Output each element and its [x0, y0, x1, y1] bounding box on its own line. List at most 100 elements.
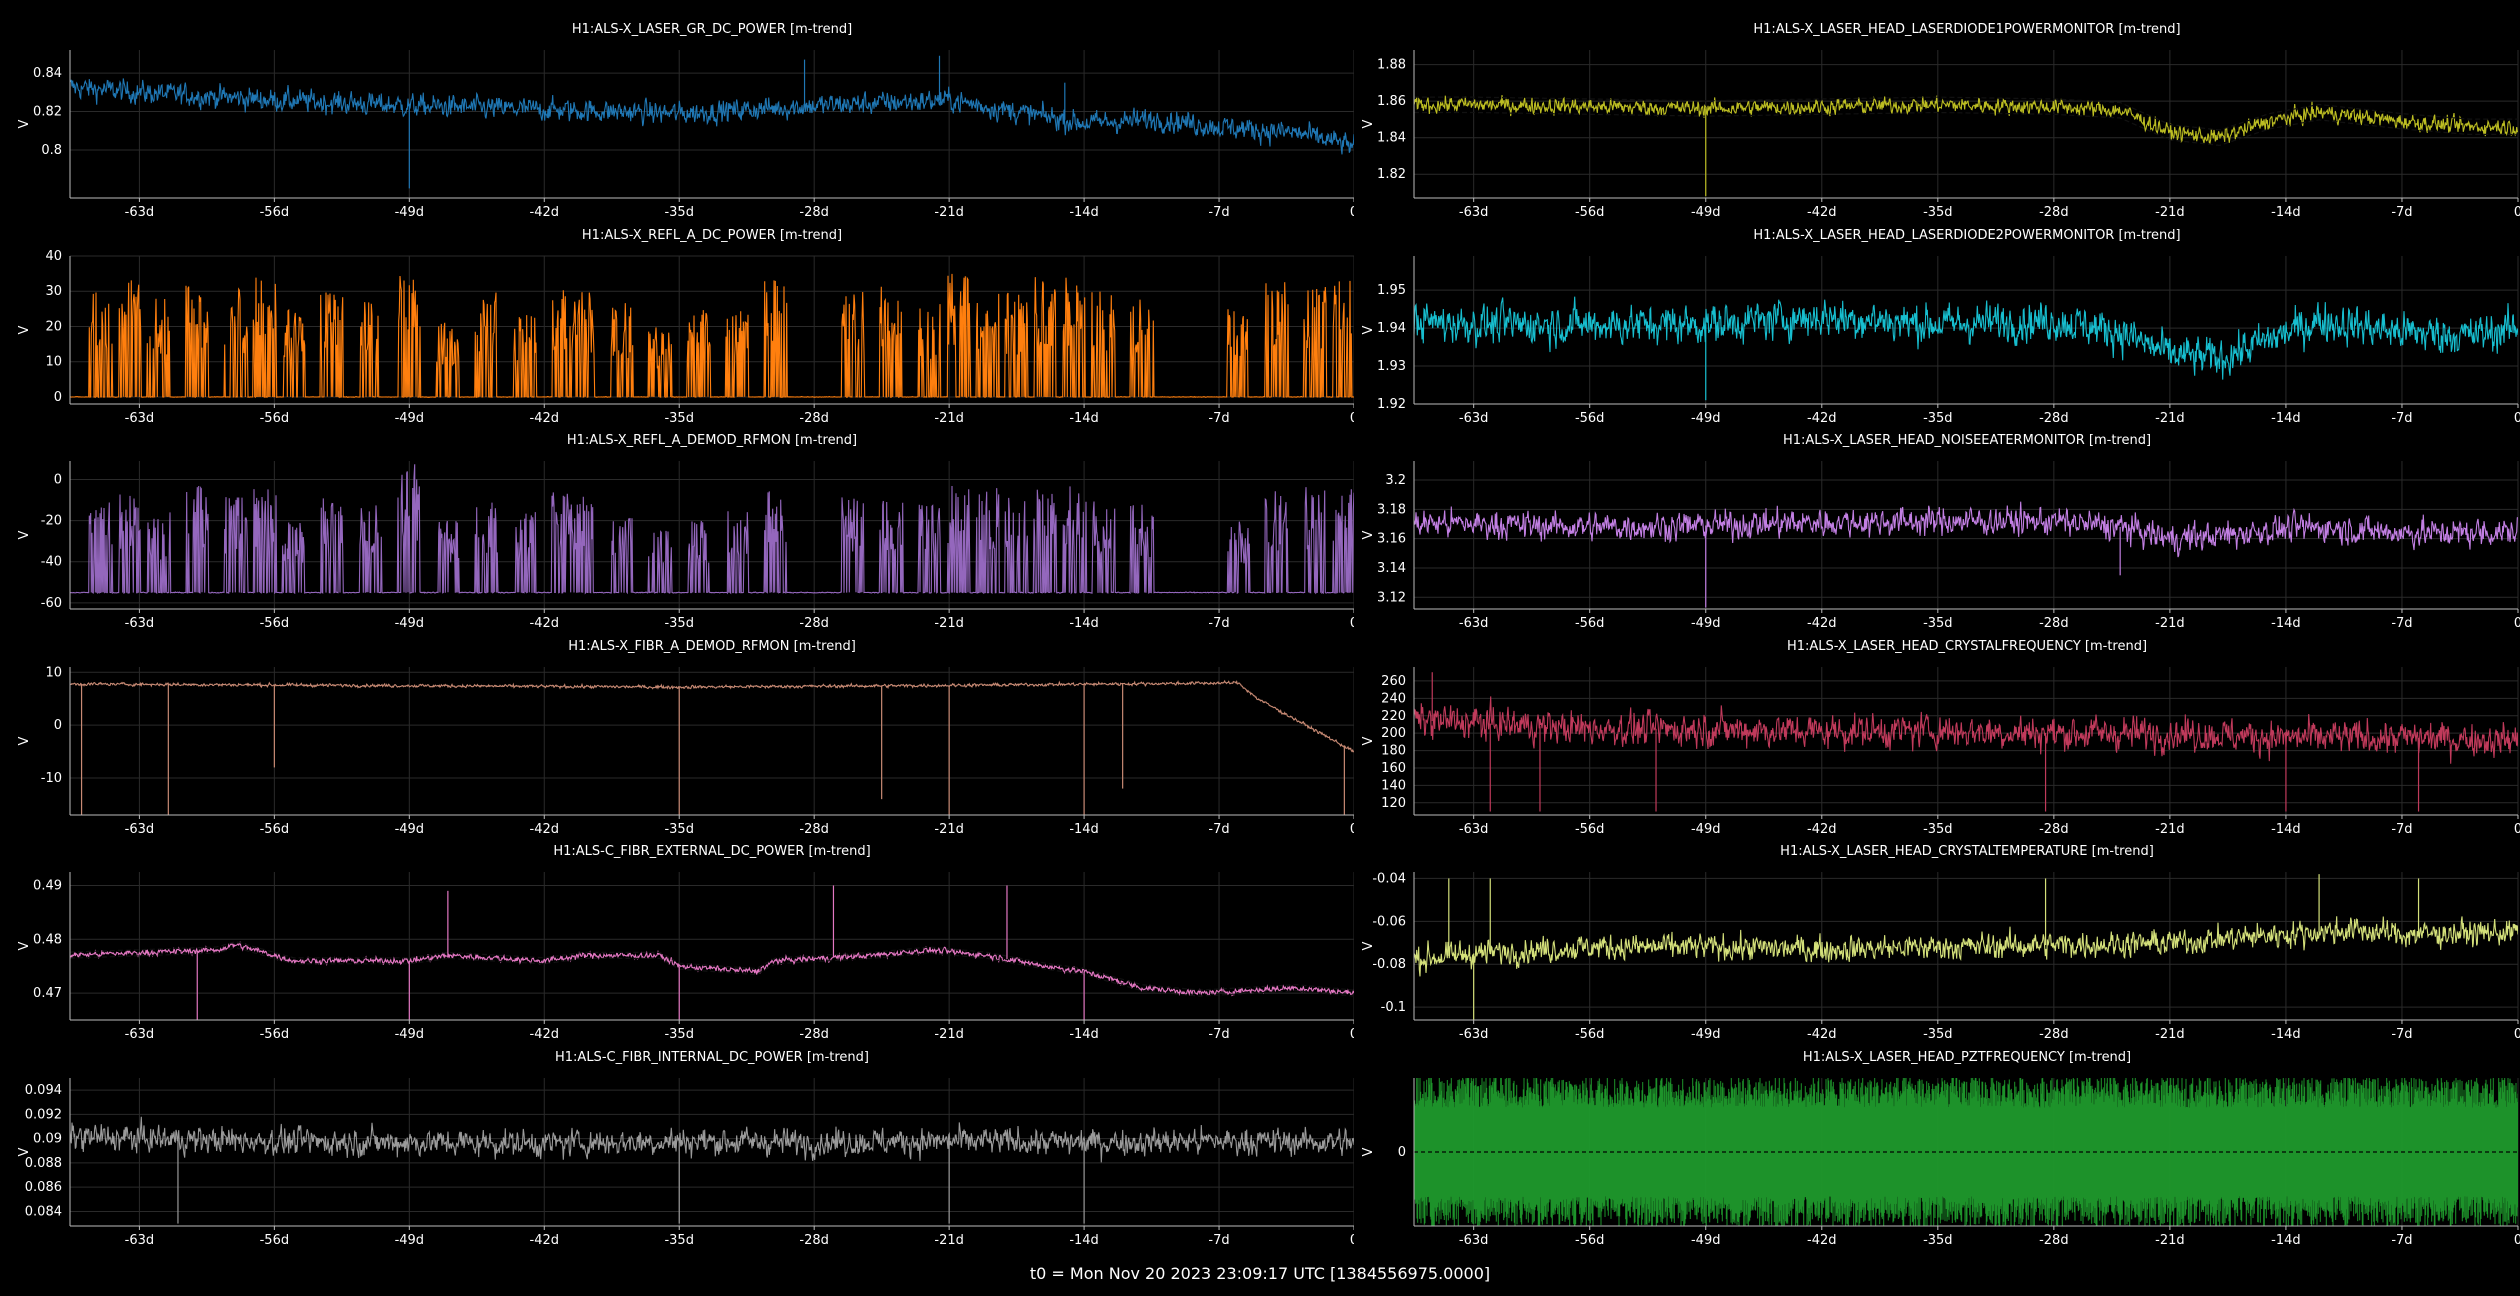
x-tick-label: -56d [260, 822, 290, 837]
trend-plot[interactable]: -63d -56d -49d -42d -35d -28d -21d -14d -7d 0 0 V [1354, 1050, 2520, 1250]
series-min-line [70, 947, 1354, 997]
series-line [1414, 1077, 2518, 1226]
x-tick-label: -7d [1208, 1027, 1229, 1042]
y-tick-label: 1.84 [1377, 131, 1406, 146]
x-tick-label: -63d [125, 411, 155, 426]
y-tick-label: 0.09 [33, 1131, 62, 1146]
x-tick-label: -63d [1459, 822, 1489, 837]
y-tick-label: 0 [54, 718, 62, 733]
x-tick-label: -56d [260, 1233, 290, 1248]
x-tick-label: -42d [530, 411, 560, 426]
y-tick-label: 160 [1381, 760, 1406, 775]
x-tick-label: -21d [2155, 411, 2185, 426]
trend-plot[interactable]: -63d -56d -49d -42d -35d -28d -21d -14d -7d 0 120 1… [1354, 639, 2520, 839]
x-tick-label: -56d [1575, 616, 1605, 631]
y-tick-label: 0.092 [25, 1107, 62, 1122]
series-group [70, 273, 1354, 398]
series-line [70, 1116, 1354, 1162]
trend-plot[interactable]: -63d -56d -49d -42d -35d -28d -21d -14d -7d 0 3.12… [1354, 433, 2520, 633]
y-tick-label: 120 [1381, 795, 1406, 810]
trend-plot[interactable]: -63d -56d -49d -42d -35d -28d -21d -14d -7d 0 0.08… [0, 1050, 1354, 1250]
x-tick-label: -21d [2155, 1027, 2185, 1042]
x-tick-label: -63d [125, 1233, 155, 1248]
trend-plot[interactable]: -63d -56d -49d -42d -35d -28d -21d -14d -7d 0 0 10 2… [0, 228, 1354, 428]
x-tick-label: -42d [1807, 822, 1837, 837]
trend-plot[interactable]: -63d -56d -49d -42d -35d -28d -21d -14d -7d 0 0.8 0… [0, 22, 1354, 222]
x-tick-label: -56d [1575, 1027, 1605, 1042]
series-group [70, 679, 1354, 815]
x-tick-label: -42d [1807, 411, 1837, 426]
x-tick-label: -63d [1459, 616, 1489, 631]
x-tick-label: -49d [395, 1233, 425, 1248]
y-tick-label: 1.82 [1377, 167, 1406, 182]
x-tick-label: -14d [1069, 1027, 1099, 1042]
x-tick-label: -28d [799, 1027, 829, 1042]
x-tick-label: -28d [799, 411, 829, 426]
x-tick-label: -7d [2391, 822, 2412, 837]
x-tick-label: -63d [125, 205, 155, 220]
x-tick-label: -14d [1069, 822, 1099, 837]
x-tick-label: 0 [2514, 1027, 2520, 1042]
trend-plot[interactable]: -63d -56d -49d -42d -35d -28d -21d -14d -7d 0 -10 0… [0, 639, 1354, 839]
x-tick-label: -7d [1208, 411, 1229, 426]
y-axis-title: V [1361, 325, 1376, 334]
y-tick-label: 200 [1381, 726, 1406, 741]
x-tick-label: 0 [1350, 205, 1354, 220]
x-tick-label: -7d [1208, 616, 1229, 631]
x-tick-label: -14d [2271, 411, 2301, 426]
x-tick-label: -21d [934, 411, 964, 426]
x-tick-label: -28d [2039, 411, 2069, 426]
series-group [70, 885, 1354, 1020]
y-tick-label: 140 [1381, 778, 1406, 793]
x-tick-label: -28d [799, 616, 829, 631]
y-tick-label: -0.1 [1381, 1000, 1406, 1015]
series-group [70, 464, 1354, 595]
panel-title: H1:ALS-X_LASER_GR_DC_POWER [m-trend] [571, 22, 853, 37]
x-tick-label: 0 [2514, 205, 2520, 220]
series-line [70, 464, 1354, 595]
x-tick-label: -14d [2271, 205, 2301, 220]
x-tick-label: -42d [530, 822, 560, 837]
x-tick-label: -42d [530, 1027, 560, 1042]
trend-plot[interactable]: -63d -56d -49d -42d -35d -28d -21d -14d -7d 0 0.47… [0, 844, 1354, 1044]
y-tick-label: 3.2 [1385, 473, 1406, 488]
x-tick-label: -28d [2039, 205, 2069, 220]
x-tick-label: -56d [1575, 822, 1605, 837]
x-tick-label: -35d [1923, 205, 1953, 220]
x-tick-label: -21d [934, 822, 964, 837]
trend-panel: H1:ALS-X_REFL_A_DC_POWER [m-trend] -63d -5… [0, 228, 1354, 428]
trend-plot[interactable]: -63d -56d -49d -42d -35d -28d -21d -14d -7d 0 -60 -… [0, 433, 1354, 633]
panel-title: H1:ALS-X_LASER_HEAD_PZTFREQUENCY [m-tren… [1802, 1049, 2132, 1065]
x-tick-label: -49d [1691, 205, 1721, 220]
y-tick-label: 180 [1381, 743, 1406, 758]
x-tick-label: 0 [2514, 411, 2520, 426]
y-tick-label: 1.92 [1377, 397, 1406, 412]
x-tick-label: -49d [395, 205, 425, 220]
series-line [70, 940, 1354, 997]
panel-title: H1:ALS-X_REFL_A_DEMOD_RFMON [m-trend] [566, 433, 858, 448]
trend-plot[interactable]: -63d -56d -49d -42d -35d -28d -21d -14d -7d 0 1.82… [1354, 22, 2520, 222]
y-tick-label: -40 [41, 555, 62, 570]
trend-panel: H1:ALS-X_LASER_HEAD_CRYSTALFREQUENCY [m-… [1354, 639, 2520, 839]
y-tick-label: 1.86 [1377, 94, 1406, 109]
y-tick-label: 0.48 [33, 932, 62, 947]
series-line [70, 679, 1354, 753]
x-tick-label: -56d [260, 411, 290, 426]
series-line [1414, 95, 2518, 144]
y-tick-label: 240 [1381, 691, 1406, 706]
x-tick-label: -21d [2155, 1233, 2185, 1248]
trend-plot[interactable]: -63d -56d -49d -42d -35d -28d -21d -14d -7d 0 -0.1… [1354, 844, 2520, 1044]
x-tick-label: -63d [125, 616, 155, 631]
trend-plot[interactable]: -63d -56d -49d -42d -35d -28d -21d -14d -7d 0 1.92… [1354, 228, 2520, 428]
panel-title: H1:ALS-C_FIBR_INTERNAL_DC_POWER [m-trend… [555, 1049, 869, 1065]
x-tick-label: -28d [2039, 1233, 2069, 1248]
y-tick-label: 1.95 [1377, 283, 1406, 298]
x-tick-label: -35d [664, 411, 694, 426]
y-tick-label: 0.47 [33, 986, 62, 1001]
x-tick-label: -7d [2391, 1027, 2412, 1042]
x-tick-label: -49d [1691, 822, 1721, 837]
x-tick-label: -35d [664, 205, 694, 220]
series-group [1414, 296, 2518, 400]
trend-panel: H1:ALS-C_FIBR_EXTERNAL_DC_POWER [m-trend… [0, 844, 1354, 1044]
